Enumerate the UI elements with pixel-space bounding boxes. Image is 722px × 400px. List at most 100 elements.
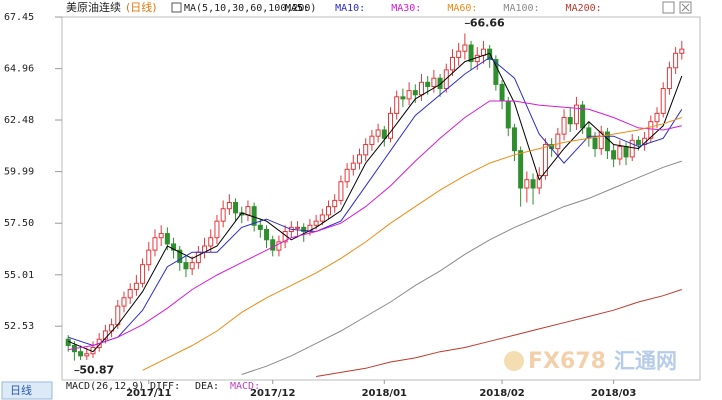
period-button[interactable] <box>1 381 53 400</box>
candle-body <box>270 239 276 251</box>
watermark: FX678 汇通网 <box>504 349 677 374</box>
legend-entry: MA100: <box>503 3 539 14</box>
candle-body <box>245 206 251 216</box>
candle-body <box>233 201 239 214</box>
candle-body <box>456 50 462 58</box>
candle-body <box>592 137 598 150</box>
candle-body <box>146 249 152 266</box>
candle-body <box>313 220 319 226</box>
candle-body <box>493 59 499 85</box>
candle-body <box>121 297 127 307</box>
x-tick-label: 2017/11 <box>126 388 171 399</box>
ma-line <box>316 289 682 377</box>
candle-body <box>511 127 517 152</box>
candle-body <box>406 90 412 100</box>
candle-body <box>530 179 536 189</box>
candle-body <box>226 201 232 210</box>
candle-body <box>449 56 455 71</box>
candle-body <box>468 44 474 63</box>
indicator-bar: MACD(26,12,9) DIFF: DEA: MACD: <box>66 381 260 392</box>
candle-body <box>133 282 139 291</box>
indicator-name: MACD(26,12,9) <box>66 381 144 392</box>
y-tick-label: 67.45 <box>4 12 34 23</box>
candle-body <box>208 237 214 247</box>
candle-body <box>338 181 344 201</box>
candle-body <box>326 206 332 216</box>
ma-line <box>68 56 683 347</box>
candle-body <box>183 262 189 270</box>
ma-params: MA(5,10,30,60,100,200) <box>184 3 316 14</box>
settings-button[interactable] <box>662 1 675 14</box>
candle-body <box>400 96 406 100</box>
candle-body <box>375 129 381 137</box>
candle-body <box>567 117 573 125</box>
candle-body <box>604 131 610 152</box>
candle-body <box>357 154 363 164</box>
ma-line <box>241 160 682 375</box>
candle-body <box>387 112 393 139</box>
candle-body <box>344 168 350 183</box>
candle-body <box>171 243 177 251</box>
indicator-macd: MACD: <box>230 381 260 392</box>
candle-body <box>127 289 133 299</box>
ma-icon[interactable] <box>171 2 182 13</box>
candle-body <box>437 77 443 90</box>
candle-body <box>518 150 524 189</box>
candle-body <box>623 146 629 158</box>
candle-body <box>431 77 437 87</box>
indicator-dea: DEA: <box>195 381 219 392</box>
candle-body <box>412 90 418 96</box>
header: 美原油连续 (日线) MA(5,10,30,60,100,200) <box>66 0 316 14</box>
candle-body <box>654 112 660 123</box>
legend-entry: MA10: <box>335 3 365 14</box>
legend-entry: MA5: <box>285 3 309 14</box>
indicator-diff: DIFF: <box>150 381 180 392</box>
candle-body <box>561 117 567 135</box>
close-button[interactable] <box>679 1 692 14</box>
candle-body <box>542 143 548 177</box>
candle-body <box>115 305 121 326</box>
candle-body <box>195 251 201 264</box>
x-tick-label: 2018/03 <box>591 388 636 399</box>
candle-body <box>220 208 226 222</box>
candle-body <box>276 241 282 251</box>
candle-body <box>84 353 90 357</box>
candle-body <box>635 139 641 145</box>
x-tick-label: 2018/01 <box>362 388 407 399</box>
y-tick-label: 55.01 <box>4 270 34 281</box>
candle-body <box>499 83 505 102</box>
ma-line <box>142 117 682 371</box>
candle-body <box>598 131 604 150</box>
ma-line <box>68 52 683 353</box>
y-tick-label: 64.96 <box>4 64 34 75</box>
candle-body <box>164 233 170 245</box>
x-tick-label: 2018/02 <box>479 388 524 399</box>
candle-body <box>214 220 220 239</box>
candle-body <box>617 146 623 160</box>
symbol: 美原油连续 <box>66 0 121 14</box>
candle-body <box>363 143 369 156</box>
candle-body <box>673 52 679 69</box>
candle-body <box>611 150 617 160</box>
candle-body <box>418 81 424 96</box>
watermark-logo <box>504 351 524 371</box>
ma-line <box>68 100 682 351</box>
candle-body <box>140 264 146 284</box>
toolbar <box>662 1 692 14</box>
candle-body <box>394 96 400 114</box>
x-tick-label: 2017/12 <box>250 388 295 399</box>
y-tick-label: 57.50 <box>4 218 34 229</box>
candle-body <box>666 67 672 90</box>
annotation: 50.87 <box>79 364 114 377</box>
y-tick-label: 62.48 <box>4 115 34 126</box>
candle-body <box>152 237 158 251</box>
legend-entry: MA60: <box>447 3 477 14</box>
candle-body <box>264 228 270 241</box>
period-button-label: 日线 <box>10 383 32 397</box>
legend-entry: MA30: <box>391 3 421 14</box>
candle-body <box>102 330 108 340</box>
candle-body <box>462 44 468 52</box>
watermark-name: 汇通网 <box>614 349 677 373</box>
